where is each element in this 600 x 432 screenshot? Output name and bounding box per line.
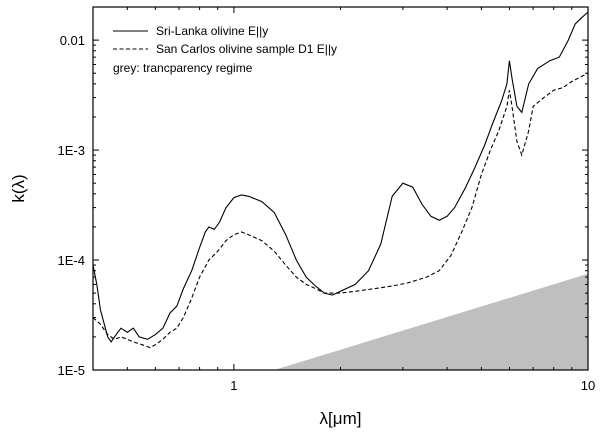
- series-line-sri-lanka: [92, 11, 589, 343]
- legend: Sri-Lanka olivine E||y San Carlos olivin…: [113, 24, 337, 75]
- y-axis-title: k(λ): [9, 174, 28, 202]
- x-tick-label: 1: [230, 378, 237, 393]
- legend-label-san-carlos: San Carlos olivine sample D1 E||y: [156, 42, 337, 56]
- legend-label-sri-lanka: Sri-Lanka olivine E||y: [156, 24, 268, 38]
- x-axis-title: λ[μm]: [320, 409, 362, 428]
- x-tick-label: 10: [581, 378, 595, 393]
- y-tick-label: 1E-3: [58, 143, 85, 158]
- y-tick-label: 1E-4: [58, 253, 85, 268]
- legend-annotation: grey: trancparency regime: [113, 61, 253, 75]
- series-line-san-carlos: [92, 72, 589, 349]
- y-tick-label: 1E-5: [58, 363, 85, 378]
- y-tick-label: 0.01: [60, 33, 85, 48]
- transparency-region: [274, 273, 588, 370]
- y-axis-ticks: 1E-5 1E-4 1E-3 0.01: [58, 6, 588, 378]
